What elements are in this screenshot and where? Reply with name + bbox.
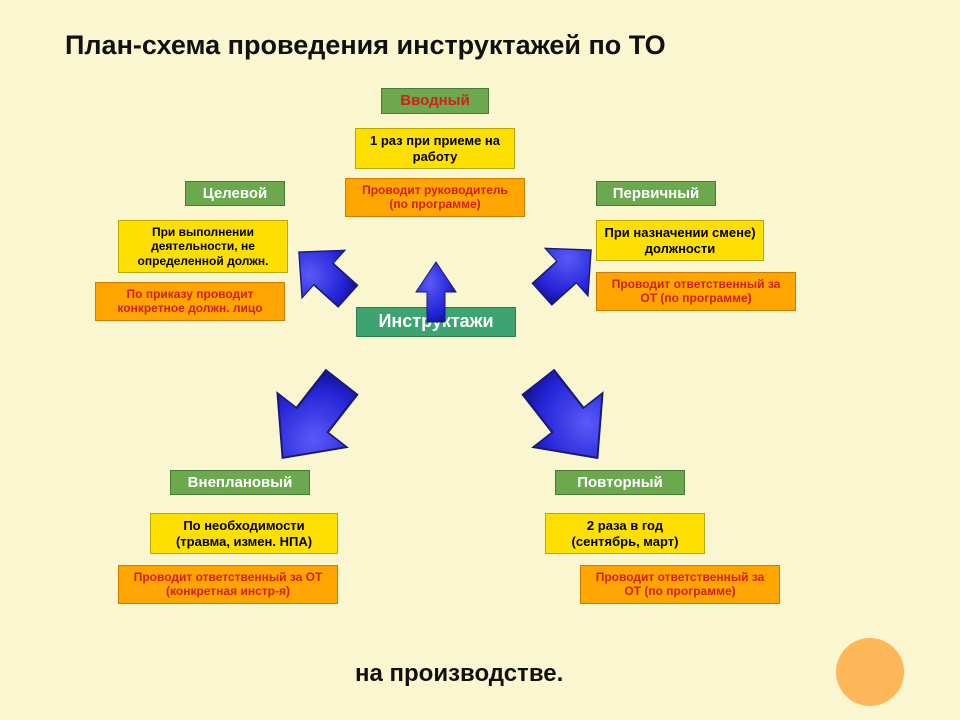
celevoy-orange: По приказу проводит конкретное должн. ли… <box>95 282 285 321</box>
celevoy-yellow: При выполнении деятельности, не определе… <box>118 220 288 273</box>
pervich-green: Первичный <box>596 181 716 206</box>
vvod-green: Вводный <box>381 88 489 114</box>
page-title: План-схема проведения инструктажей по ТО <box>65 30 666 61</box>
povtor-green: Повторный <box>555 470 685 495</box>
vneplan-orange: Проводит ответственный за ОТ (конкретная… <box>118 565 338 604</box>
povtor-orange: Проводит ответственный за ОТ (по програм… <box>580 565 780 604</box>
center-node: Инструктажи <box>356 307 516 337</box>
celevoy-green: Целевой <box>185 181 285 206</box>
vvod-yellow: 1 раз при приеме на работу <box>355 128 515 169</box>
page-footer: на производстве. <box>355 660 563 688</box>
vneplan-yellow: По необходимости (травма, измен. НПА) <box>150 513 338 554</box>
pervich-yellow: При назначении смене) должности <box>596 220 764 261</box>
pervich-orange: Проводит ответственный за ОТ (по програм… <box>596 272 796 311</box>
vvod-orange: Проводит руководитель (по программе) <box>345 178 525 217</box>
vneplan-green: Внеплановый <box>170 470 310 495</box>
povtor-yellow: 2 раза в год (сентябрь, март) <box>545 513 705 554</box>
accent-circle <box>836 638 904 706</box>
